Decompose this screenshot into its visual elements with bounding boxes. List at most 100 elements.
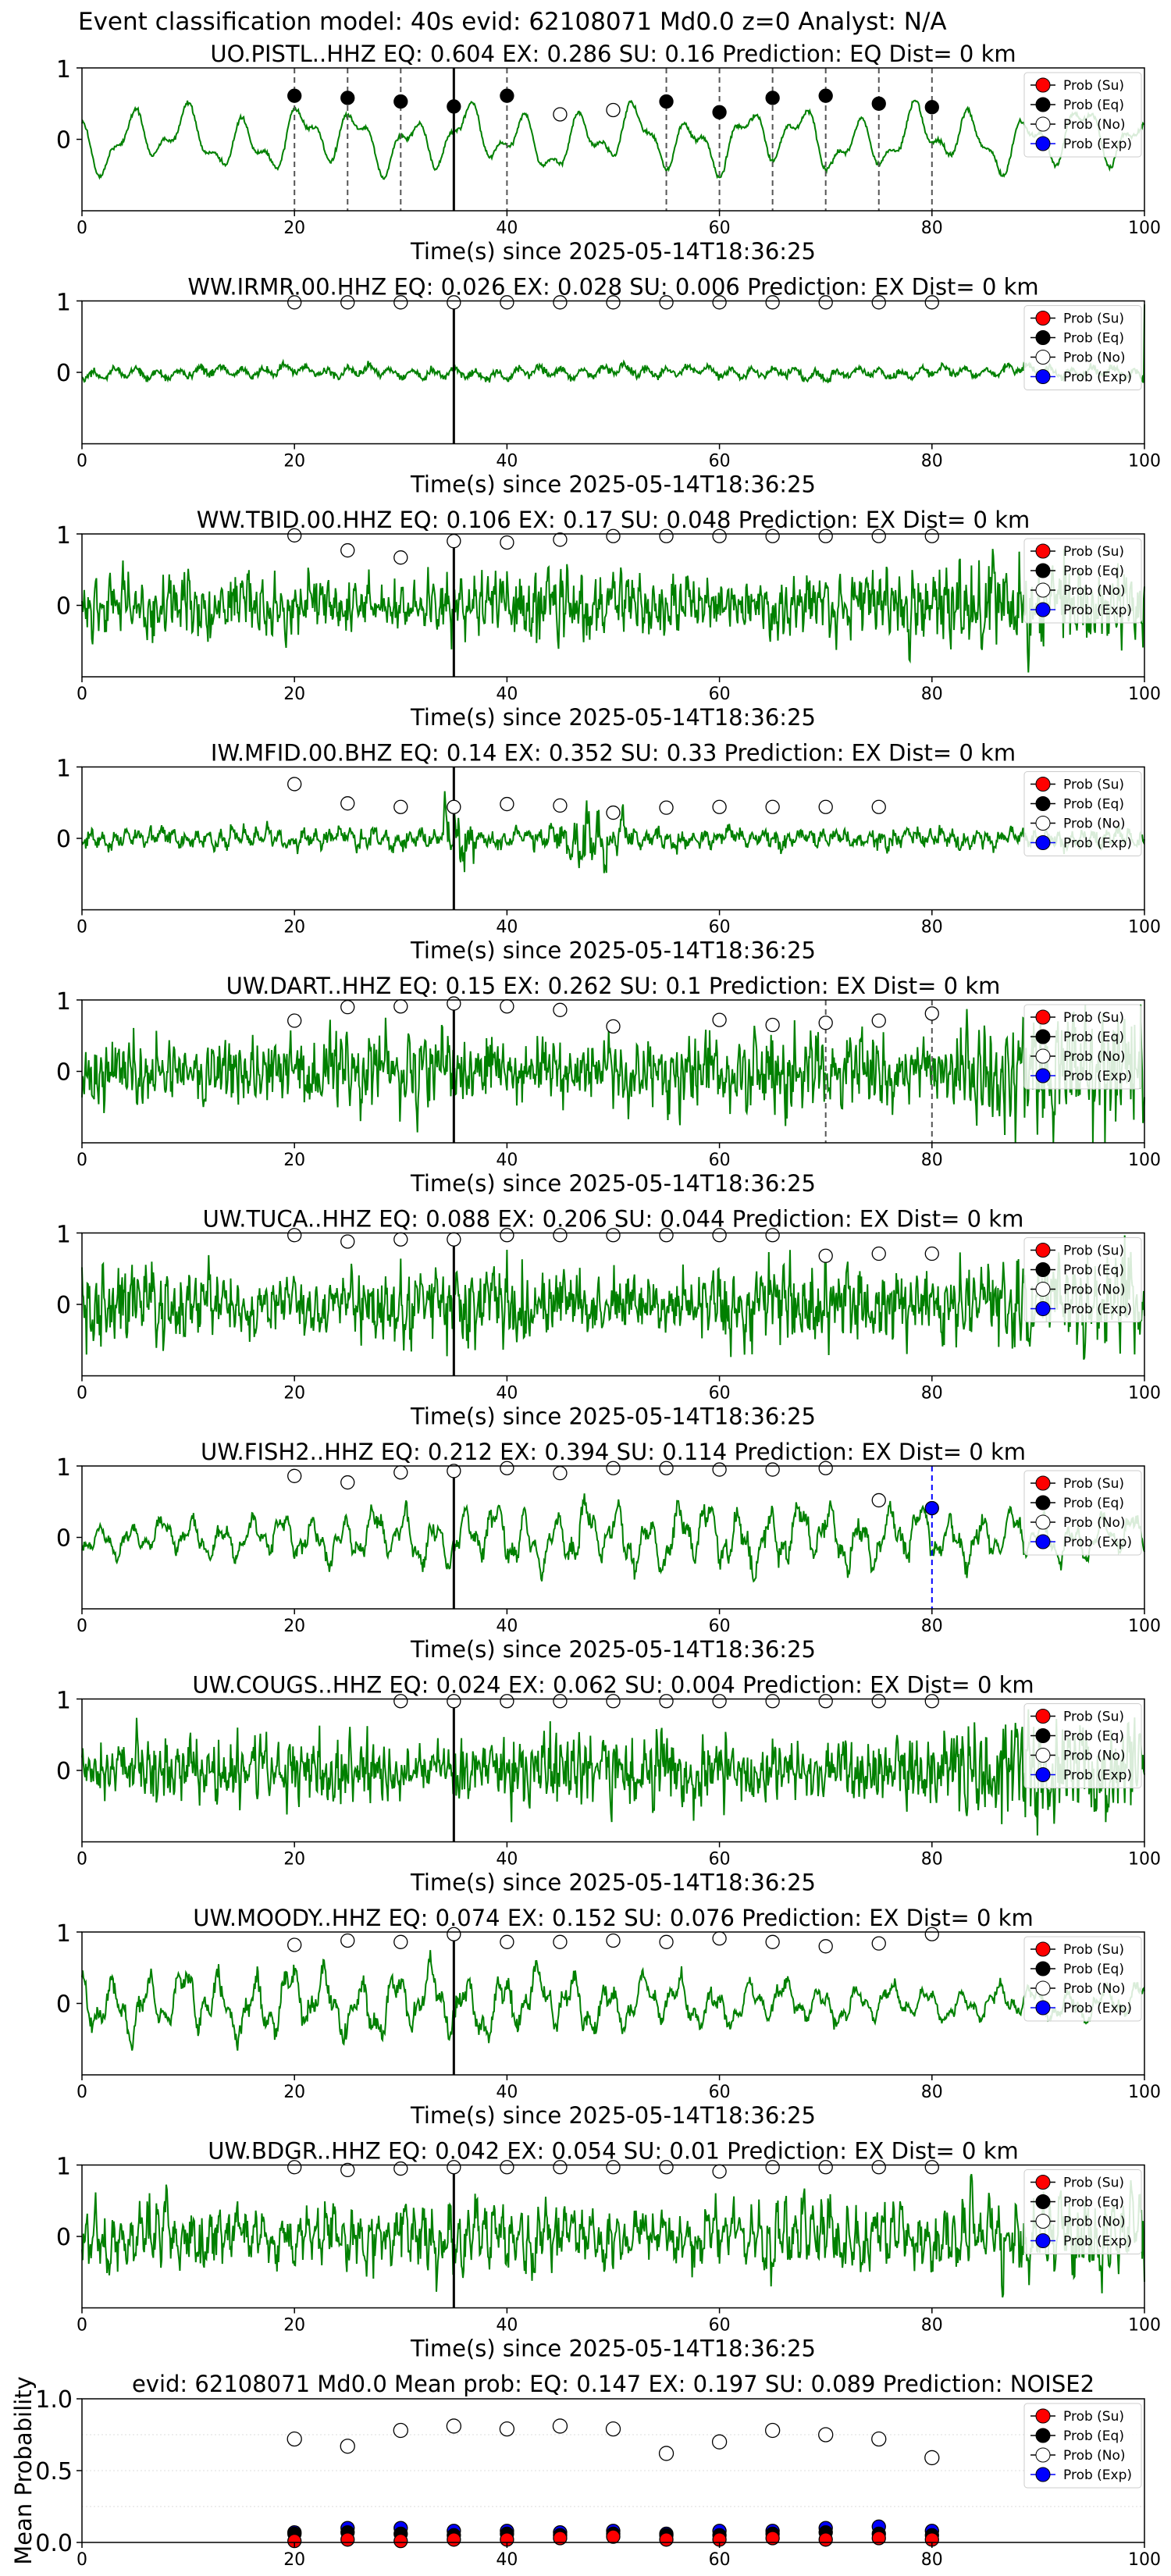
prob-marker-no — [871, 528, 886, 543]
xtick-label: 0 — [77, 219, 87, 238]
legend-marker-su — [1035, 77, 1051, 93]
prob-marker-no — [871, 2160, 886, 2175]
prob-marker-eq — [447, 99, 461, 114]
xtick-label: 60 — [709, 2083, 731, 2102]
panel-title: UW.FISH2..HHZ EQ: 0.212 EX: 0.394 SU: 0.… — [201, 1439, 1026, 1465]
xtick-label: 40 — [496, 1850, 518, 1870]
legend-label-eq: Prob (Eq) — [1063, 1030, 1124, 1045]
panel-title: IW.MFID.00.BHZ EQ: 0.14 EX: 0.352 SU: 0.… — [211, 740, 1016, 767]
legend-marker-eq — [1035, 2428, 1051, 2443]
prob-marker-no — [553, 532, 568, 547]
legend-marker-eq — [1035, 1728, 1051, 1743]
ytick-label: 1.0 — [35, 2386, 73, 2414]
legend-label-no: Prob (No) — [1063, 1749, 1126, 1764]
ytick-label: 1 — [56, 1920, 71, 1948]
prob-marker-eq — [287, 88, 302, 103]
legend-label-exp: Prob (Exp) — [1063, 1302, 1132, 1318]
mean-prob-marker-su — [871, 2531, 886, 2546]
xtick-label: 80 — [921, 685, 943, 704]
legend-marker-no — [1035, 1048, 1051, 1064]
legend-marker-eq — [1035, 1961, 1051, 1976]
prob-marker-no — [712, 1012, 727, 1027]
station-panel: UW.TUCA..HHZ EQ: 0.088 EX: 0.206 SU: 0.0… — [56, 1206, 1161, 1430]
xtick-label: 60 — [709, 219, 731, 238]
mean-prob-marker-no — [605, 2421, 621, 2437]
prob-marker-no — [393, 1465, 408, 1480]
panel-title: UW.BDGR..HHZ EQ: 0.042 EX: 0.054 SU: 0.0… — [208, 2138, 1019, 2165]
legend-label-su: Prob (Su) — [1063, 1010, 1124, 1026]
prob-marker-no — [818, 1939, 833, 1954]
legend-marker-no — [1035, 2214, 1051, 2229]
xtick-label: 40 — [496, 918, 518, 938]
xtick-label: 100 — [1128, 452, 1161, 471]
legend-label-no: Prob (No) — [1063, 2448, 1126, 2464]
x-axis-label: Time(s) since 2025-05-14T18:36:25 — [410, 1404, 816, 1430]
prob-marker-no — [553, 1002, 568, 1017]
xtick-label: 60 — [709, 1151, 731, 1170]
legend-label-eq: Prob (Eq) — [1063, 1729, 1124, 1745]
station-panel: WW.TBID.00.HHZ EQ: 0.106 EX: 0.17 SU: 0.… — [56, 507, 1161, 731]
xtick-label: 80 — [921, 452, 943, 471]
legend-marker-eq — [1035, 563, 1051, 578]
x-axis-label: Time(s) since 2025-05-14T18:36:25 — [410, 471, 816, 498]
panel-title: UO.PISTL..HHZ EQ: 0.604 EX: 0.286 SU: 0.… — [210, 41, 1016, 67]
mean-prob-marker-no — [499, 2421, 515, 2437]
y-axis-label: Mean Probability — [10, 2376, 37, 2565]
xtick-label: 100 — [1128, 685, 1161, 704]
prob-marker-no — [606, 102, 621, 118]
prob-marker-no — [500, 295, 514, 310]
legend-label-exp: Prob (Exp) — [1063, 2467, 1132, 2483]
legend-marker-su — [1035, 1009, 1051, 1025]
legend-marker-eq — [1035, 2194, 1051, 2209]
ytick-label: 0 — [56, 127, 71, 155]
axes-frame — [81, 2164, 1145, 2309]
prob-marker-no — [287, 528, 302, 543]
xtick-label: 80 — [921, 1617, 943, 1636]
ytick-label: 0 — [56, 1059, 71, 1087]
mean-prob-marker-no — [658, 2446, 674, 2461]
xtick-label: 40 — [496, 2550, 518, 2570]
prob-marker-no — [765, 1017, 780, 1033]
xtick-label: 40 — [496, 2316, 518, 2336]
legend-label-su: Prob (Su) — [1063, 1476, 1124, 1492]
legend-marker-exp — [1035, 1534, 1051, 1550]
prob-marker-no — [553, 295, 568, 310]
legend-box — [1023, 1004, 1142, 1090]
xtick-label: 80 — [921, 1151, 943, 1170]
ytick-label: 1 — [56, 756, 71, 783]
mean-prob-marker-su — [659, 2532, 674, 2547]
xtick-label: 20 — [283, 1850, 305, 1870]
mean-prob-marker-no — [340, 2439, 355, 2454]
prob-marker-no — [447, 799, 461, 814]
prob-marker-no — [871, 1493, 886, 1508]
legend-marker-no — [1035, 1282, 1051, 1297]
prob-marker-no — [659, 1694, 674, 1709]
prob-marker-no — [606, 1461, 621, 1475]
legend-label-su: Prob (Su) — [1063, 777, 1124, 793]
prob-marker-eq — [659, 94, 674, 109]
station-panel: UW.BDGR..HHZ EQ: 0.042 EX: 0.054 SU: 0.0… — [56, 2138, 1161, 2362]
legend-label-no: Prob (No) — [1063, 1981, 1126, 1997]
legend-marker-exp — [1035, 602, 1051, 617]
waveform-trace — [81, 2173, 1145, 2298]
prob-marker-no — [553, 1466, 568, 1481]
legend-marker-exp — [1035, 1767, 1051, 1782]
prob-marker-no — [287, 1468, 302, 1483]
xtick-label: 0 — [77, 1850, 87, 1870]
legend-label-eq: Prob (Eq) — [1063, 2428, 1124, 2444]
ytick-label: 0 — [56, 593, 71, 621]
prob-marker-no — [712, 1694, 727, 1709]
prob-marker-no — [818, 1461, 833, 1475]
mean-prob-marker-no — [393, 2422, 408, 2439]
xtick-label: 20 — [283, 452, 305, 471]
ytick-label: 1 — [56, 522, 71, 550]
xtick-label: 100 — [1128, 1617, 1161, 1636]
prob-marker-no — [765, 1228, 780, 1243]
legend-label-no: Prob (No) — [1063, 583, 1126, 599]
prob-marker-no — [659, 295, 674, 310]
legend-marker-no — [1035, 1748, 1051, 1763]
prob-marker-no — [765, 1934, 780, 1949]
legend-label-eq: Prob (Eq) — [1063, 1962, 1124, 1977]
mean-prob-marker-su — [765, 2531, 780, 2546]
